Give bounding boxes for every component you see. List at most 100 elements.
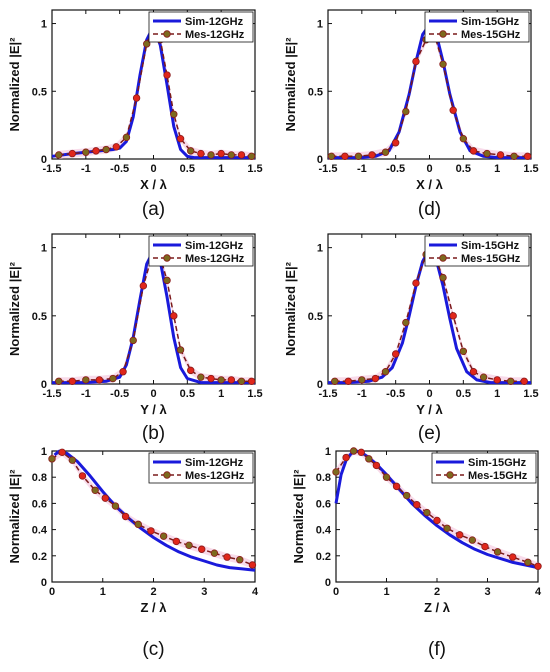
data-point [371, 374, 380, 383]
data-point [82, 148, 90, 156]
data-point [357, 448, 365, 457]
panel-caption: (e) [418, 423, 441, 444]
legend-marker [163, 30, 171, 38]
x-tick-label: 3 [201, 586, 207, 598]
x-tick-label: 1 [100, 586, 106, 598]
data-point [368, 151, 376, 159]
data-point [358, 376, 366, 384]
data-point [439, 60, 447, 68]
data-point [403, 491, 411, 500]
data-point [109, 374, 117, 383]
data-point [187, 147, 195, 155]
panel-caption: (f) [428, 639, 446, 660]
data-point [170, 110, 178, 118]
data-point [237, 151, 246, 159]
x-tick-label: 2 [434, 586, 440, 598]
x-tick-label: 2 [150, 586, 156, 598]
y-tick-label: 0 [325, 577, 331, 589]
data-point [412, 57, 420, 66]
x-tick-label: -1.5 [319, 163, 338, 175]
data-point [365, 455, 373, 463]
panel-caption: (d) [418, 199, 441, 220]
y-tick-label: 1 [317, 243, 323, 255]
data-point [247, 152, 256, 160]
data-point [469, 147, 478, 155]
y-tick-label: 0.8 [32, 472, 47, 484]
legend-label: Mes-12GHz [185, 470, 245, 482]
y-tick-label: 1 [41, 19, 47, 31]
panel-caption: (b) [142, 423, 165, 444]
data-point [412, 279, 420, 287]
y-tick-label: 0.8 [316, 472, 331, 484]
data-point [247, 377, 256, 385]
data-point [413, 501, 421, 509]
data-point [210, 549, 219, 557]
data-point [382, 473, 391, 481]
y-tick-label: 0.5 [308, 86, 323, 98]
x-tick-label: -1.5 [43, 163, 62, 175]
x-tick-label: -0.5 [110, 388, 129, 400]
data-point [509, 553, 517, 561]
legend-marker [163, 471, 171, 479]
data-point [48, 455, 56, 463]
y-tick-label: 0.4 [32, 525, 48, 537]
y-tick-label: 0.2 [316, 551, 331, 563]
data-point [147, 527, 155, 535]
chart-panel-d: -1.5 -1 -0.5 0 0.5 1 1.5 0 0.5 1 Sim-15GHzMes-15GH… [283, 9, 539, 220]
data-point [129, 336, 137, 345]
x-tick-label: 0 [150, 388, 156, 400]
data-point [207, 151, 215, 159]
data-point [217, 376, 225, 384]
data-point [496, 151, 505, 159]
x-tick-label: 4 [535, 586, 542, 598]
data-point [92, 147, 100, 155]
data-point [172, 537, 181, 546]
data-point [479, 373, 488, 381]
legend-label: Sim-15GHz [461, 240, 520, 252]
x-tick-label: -0.5 [386, 388, 405, 400]
data-point [507, 377, 515, 385]
legend-label: Mes-15GHz [461, 253, 521, 265]
data-point [341, 152, 349, 160]
data-point [217, 149, 225, 158]
y-axis-label: Normalized |E|² [283, 37, 298, 132]
x-tick-label: -1 [81, 388, 91, 400]
legend-label: Mes-15GHz [461, 29, 521, 41]
x-tick-label: -1.5 [43, 388, 62, 400]
data-point [91, 486, 99, 494]
legend-label: Mes-15GHz [468, 470, 528, 482]
x-tick-label: 0 [426, 163, 432, 175]
y-tick-label: 0.4 [316, 525, 332, 537]
x-tick-label: 0 [333, 586, 339, 598]
legend-label: Sim-15GHz [461, 16, 520, 28]
data-point [381, 368, 390, 376]
data-point [481, 542, 489, 551]
data-point [402, 107, 410, 116]
y-tick-label: 0.6 [32, 498, 47, 510]
x-tick-label: 0.5 [180, 163, 195, 175]
x-axis-label: Y / λ [140, 402, 167, 417]
y-axis-label: Normalized |E|² [7, 261, 22, 356]
data-point [381, 148, 390, 156]
data-point [392, 482, 401, 491]
data-point [197, 373, 205, 381]
y-tick-label: 0.5 [32, 311, 47, 323]
data-point [78, 472, 87, 480]
x-tick-label: 1.5 [523, 388, 538, 400]
data-point [459, 347, 468, 355]
data-point [439, 273, 447, 282]
data-point [459, 134, 468, 143]
data-point [143, 40, 151, 48]
data-point [248, 561, 257, 569]
x-tick-label: -0.5 [110, 163, 129, 175]
data-point [237, 377, 246, 385]
y-tick-label: 1 [325, 446, 331, 458]
data-point [187, 366, 195, 375]
x-tick-label: 0 [426, 388, 432, 400]
legend-marker [163, 254, 171, 262]
legend-label: Sim-15GHz [468, 457, 527, 469]
data-point [207, 374, 215, 383]
